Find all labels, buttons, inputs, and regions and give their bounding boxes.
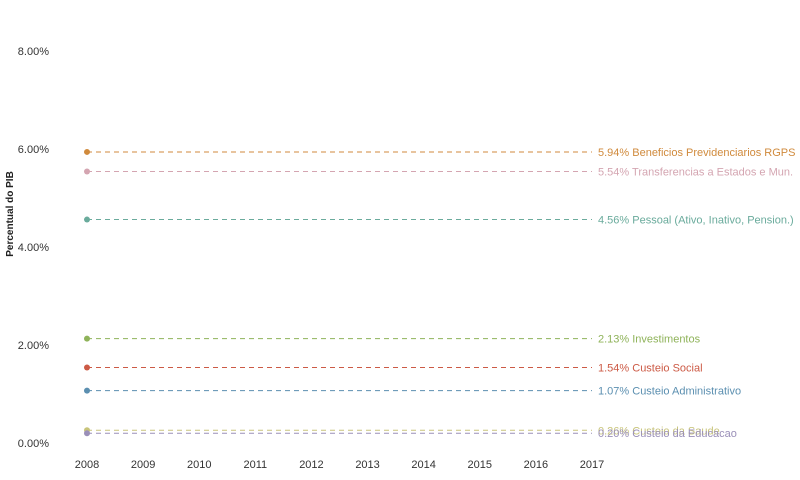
x-tick-label: 2013 <box>355 459 379 471</box>
series-6: 0.26% Custeio da Saude <box>84 425 720 437</box>
series-point <box>84 148 90 155</box>
series-point <box>84 364 90 371</box>
series-point <box>84 168 90 175</box>
x-tick-label: 2009 <box>131 459 155 471</box>
y-tick-label: 6.00% <box>18 144 49 156</box>
x-tick-label: 2017 <box>580 459 604 471</box>
series-layer: 5.94% Beneficios Previdenciarios RGPS 5.5… <box>84 147 795 440</box>
y-tick-label: 0.00% <box>18 438 49 450</box>
x-tick-label: 2015 <box>468 459 492 471</box>
series-5: 1.07% Custeio Administrativo <box>84 386 741 398</box>
series-point <box>84 430 90 437</box>
series-4: 1.54% Custeio Social <box>84 363 703 375</box>
series-label: 4.56% Pessoal (Ativo, Inativo, Pension.) <box>598 215 794 227</box>
y-tick-label: 4.00% <box>18 242 49 254</box>
series-0: 5.94% Beneficios Previdenciarios RGPS <box>84 147 795 159</box>
series-label: 0.20% Custeio da Educacao <box>598 428 737 440</box>
series-1: 5.54% Transferencias a Estados e Mun. <box>84 167 793 179</box>
series-label: 2.13% Investimentos <box>598 334 701 346</box>
y-axis: 0.00% 2.00% 4.00% 6.00% 8.00% <box>18 46 49 450</box>
series-label: 0.26% Custeio da Saude <box>598 425 720 437</box>
x-tick-label: 2014 <box>411 459 435 471</box>
series-label: 5.54% Transferencias a Estados e Mun. <box>598 167 793 179</box>
series-2: 4.56% Pessoal (Ativo, Inativo, Pension.) <box>84 215 794 227</box>
x-axis: 2008 2009 2010 2011 2012 2013 2014 2015 2016 2017 <box>75 459 604 471</box>
series-point <box>84 216 90 223</box>
x-tick-label: 2016 <box>524 459 548 471</box>
series-3: 2.13% Investimentos <box>84 334 701 346</box>
series-point <box>84 335 90 342</box>
series-label: 1.54% Custeio Social <box>598 363 703 375</box>
x-tick-label: 2011 <box>244 459 268 471</box>
x-tick-label: 2010 <box>187 459 211 471</box>
series-label: 5.94% Beneficios Previdenciarios RGPS <box>598 147 795 159</box>
y-tick-label: 8.00% <box>18 46 49 58</box>
y-axis-label: Percentual do PIB <box>5 171 16 257</box>
series-point <box>84 387 90 394</box>
series-7: 0.20% Custeio da Educacao <box>84 428 737 440</box>
series-label: 1.07% Custeio Administrativo <box>598 386 741 398</box>
y-tick-label: 2.00% <box>18 340 49 352</box>
x-tick-label: 2008 <box>75 459 99 471</box>
x-tick-label: 2012 <box>299 459 323 471</box>
